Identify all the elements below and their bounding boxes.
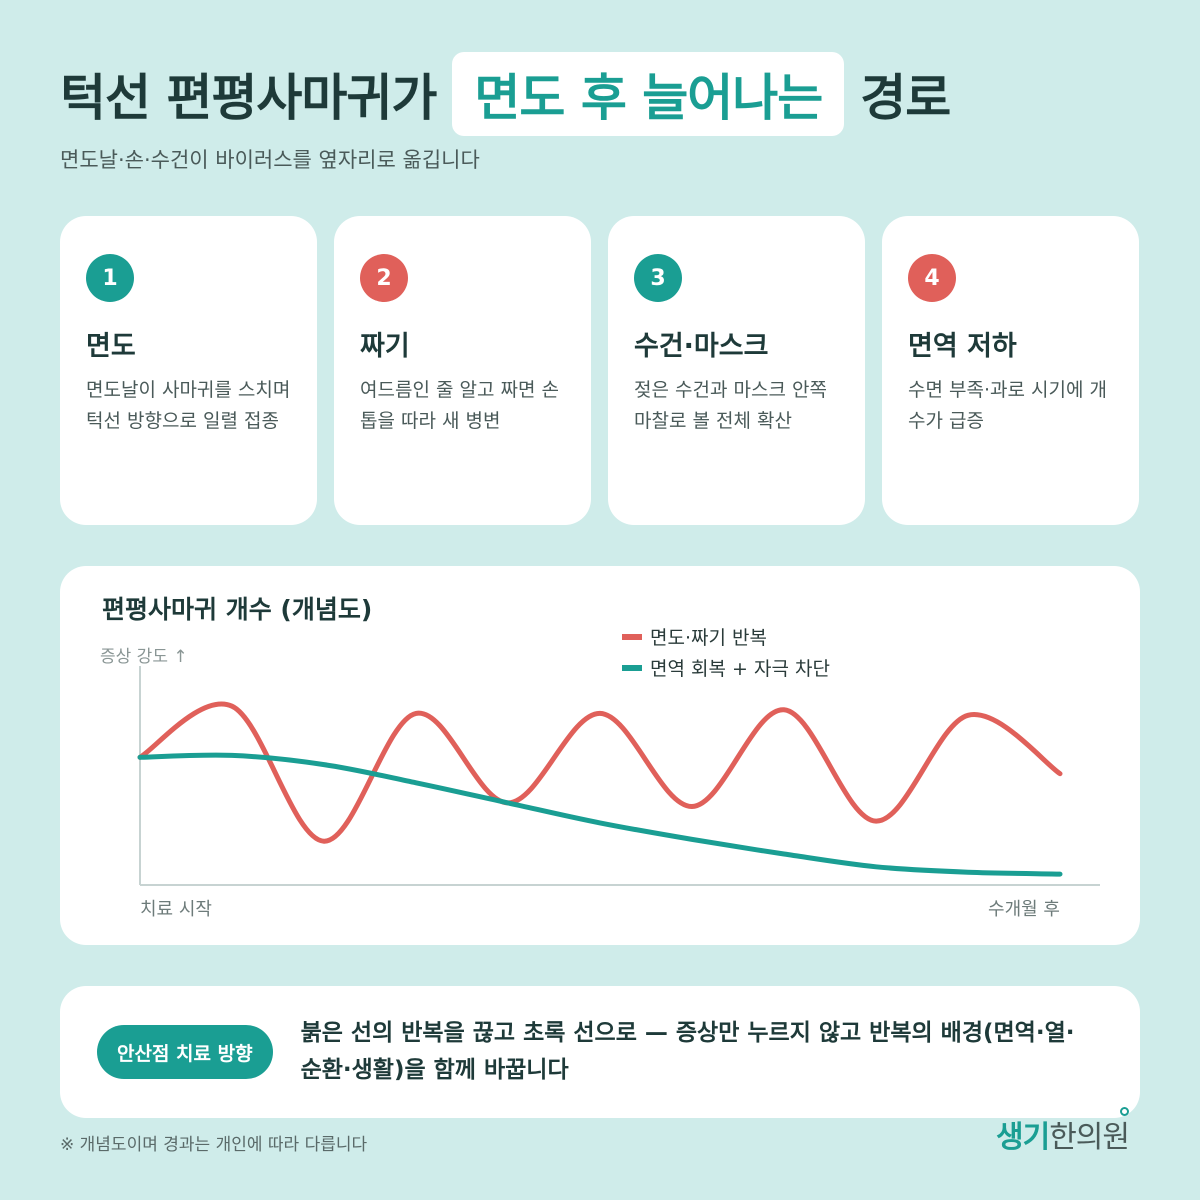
logo-ring-icon (1120, 1107, 1129, 1116)
step-badge: 1 (86, 254, 134, 302)
route-card-4: 4 면역 저하 수면 부족·과로 시기에 개수가 급증 (882, 216, 1139, 525)
page-title: 턱선 편평사마귀가 면도 후 늘어나는 경로 (60, 52, 951, 136)
card-title: 수건·마스크 (634, 331, 769, 362)
card-title: 짜기 (360, 331, 410, 362)
card-desc: 여드름인 줄 알고 짜면 손톱을 따라 새 병변 (360, 379, 559, 432)
route-card-2: 2 짜기 여드름인 줄 알고 짜면 손톱을 따라 새 병변 (334, 216, 591, 525)
card-desc: 수면 부족·과로 시기에 개수가 급증 (908, 379, 1107, 432)
footnote: ※ 개념도이며 경과는 개인에 따라 다릅니다 (60, 1135, 368, 1155)
x-end-label: 수개월 후 (988, 899, 1060, 920)
brand-logo: 생기한의원 (996, 1112, 1130, 1156)
series-line-2 (137, 752, 1063, 877)
card-title: 면역 저하 (908, 331, 1017, 362)
logo-text-rest: 한의원 (1049, 1120, 1130, 1155)
legend-label-series-2: 면역 회복 + 자극 차단 (650, 658, 830, 680)
title-text-before: 턱선 편평사마귀가 (60, 69, 437, 127)
treatment-pill: 안산점 치료 방향 (97, 1025, 273, 1079)
treatment-text: 붉은 선의 반복을 끊고 초록 선으로 — 증상만 누르지 않고 반복의 배경(… (300, 1020, 1075, 1083)
card-title: 면도 (86, 331, 136, 362)
title-highlight: 면도 후 늘어나는 (452, 52, 845, 136)
card-desc: 면도날이 사마귀를 스치며 턱선 방향으로 일렬 접종 (86, 379, 291, 432)
card-desc: 젖은 수건과 마스크 안쪽 마찰로 볼 전체 확산 (634, 379, 827, 432)
title-text-after: 경로 (860, 69, 951, 127)
treatment-panel: 안산점 치료 방향 붉은 선의 반복을 끊고 초록 선으로 — 증상만 누르지 … (60, 986, 1140, 1118)
step-badge: 2 (360, 254, 408, 302)
series-layer (137, 701, 1063, 877)
page-subtitle: 면도날·손·수건이 바이러스를 옆자리로 옮깁니다 (60, 148, 480, 172)
x-start-label: 치료 시작 (140, 899, 212, 920)
step-badge: 4 (908, 254, 956, 302)
route-card-3: 3 수건·마스크 젖은 수건과 마스크 안쪽 마찰로 볼 전체 확산 (608, 216, 865, 525)
chart-title: 편평사마귀 개수 (개념도) (102, 595, 373, 624)
chart-panel: 증상 강도 ↑ 치료 시작 수개월 후 면도·짜기 반복 면역 회복 + 자극 … (60, 566, 1140, 945)
legend-label-series-1: 면도·짜기 반복 (650, 627, 767, 649)
logo-text-accent: 생기 (996, 1120, 1050, 1155)
series-line-1 (137, 701, 1063, 844)
route-cards: 1 면도 면도날이 사마귀를 스치며 턱선 방향으로 일렬 접종 2 짜기 여드… (60, 216, 1139, 525)
route-card-1: 1 면도 면도날이 사마귀를 스치며 턱선 방향으로 일렬 접종 (60, 216, 317, 525)
legend: 면도·짜기 반복 면역 회복 + 자극 차단 (622, 627, 830, 680)
chart-canvas: 증상 강도 ↑ 치료 시작 수개월 후 면도·짜기 반복 면역 회복 + 자극 … (100, 627, 1100, 920)
y-axis-label: 증상 강도 ↑ (100, 647, 188, 667)
step-badge: 3 (634, 254, 682, 302)
